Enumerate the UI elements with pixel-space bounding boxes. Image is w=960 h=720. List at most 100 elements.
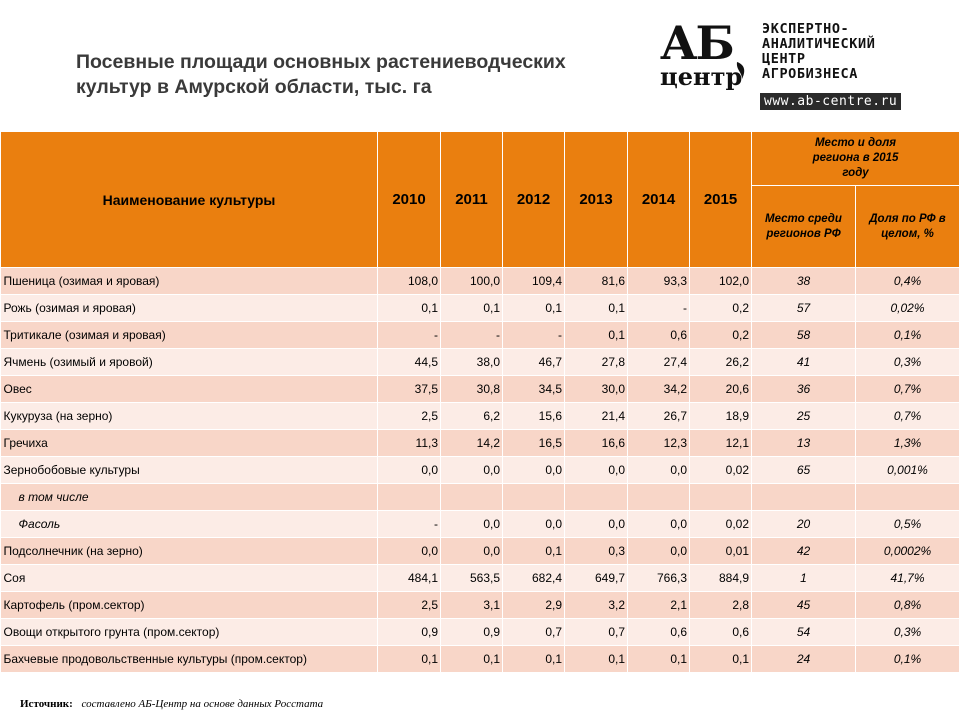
year-value-cell: 0,0 xyxy=(502,456,565,484)
header-region-group-label: Место и доля региона в 2015 году xyxy=(812,137,899,179)
rank-cell: 13 xyxy=(751,429,856,457)
table-row: Соя 484,1 563,5 682,4 649,7 766,3 884,9 1 41,7% xyxy=(0,564,960,592)
logo-line: ЦЕНТР xyxy=(762,51,806,67)
rank-cell: 25 xyxy=(751,402,856,430)
table-row: Гречиха 11,3 14,2 16,5 16,6 12,3 12,1 13 1,3% xyxy=(0,429,960,457)
logo-line: ЭКСПЕРТНО- xyxy=(762,21,850,37)
crop-name-cell: Зернобобовые культуры xyxy=(0,456,378,484)
year-value-cell: 0,0 xyxy=(564,510,628,538)
year-value-cell: 0,0 xyxy=(627,537,690,565)
table-row: Подсолнечник (на зерно) 0,0 0,0 0,1 0,3 0,0 0,… xyxy=(0,537,960,565)
crop-name-cell: Подсолнечник (на зерно) xyxy=(0,537,378,565)
year-value-cell: 3,1 xyxy=(440,591,503,619)
table-row: Кукуруза (на зерно) 2,5 6,2 15,6 21,4 26,7 18,… xyxy=(0,402,960,430)
year-value-cell: 0,02 xyxy=(689,456,752,484)
year-value-cell: 46,7 xyxy=(502,348,565,376)
year-value-cell: 26,7 xyxy=(627,402,690,430)
header-year: 2011 xyxy=(440,131,503,268)
table-row: Овощи открытого грунта (пром.сектор) 0,9 0… xyxy=(0,618,960,646)
year-value-cell: 20,6 xyxy=(689,375,752,403)
logo-mark: АБ центр xyxy=(656,16,752,102)
year-value-cell: 100,0 xyxy=(440,267,503,295)
crop-name-cell: Пшеница (озимая и яровая) xyxy=(0,267,378,295)
year-value-cell: 0,0 xyxy=(627,510,690,538)
year-value-cell: 0,1 xyxy=(440,645,503,673)
year-value-cell: - xyxy=(377,510,441,538)
table-row: в том числе xyxy=(0,483,960,511)
year-value-cell: 0,3 xyxy=(564,537,628,565)
year-value-cell: 21,4 xyxy=(564,402,628,430)
year-value-cell: 0,0 xyxy=(440,510,503,538)
rank-cell: 45 xyxy=(751,591,856,619)
year-value-cell: 884,9 xyxy=(689,564,752,592)
crop-name-cell: Овощи открытого грунта (пром.сектор) xyxy=(0,618,378,646)
year-value-cell: 563,5 xyxy=(440,564,503,592)
leaf-icon xyxy=(736,62,745,79)
year-value-cell: 2,1 xyxy=(627,591,690,619)
crop-name-cell: Тритикале (озимая и яровая) xyxy=(0,321,378,349)
year-value-cell: 16,5 xyxy=(502,429,565,457)
year-value-cell xyxy=(689,483,752,511)
year-value-cell: 0,1 xyxy=(564,321,628,349)
year-value-cell: 649,7 xyxy=(564,564,628,592)
year-value-cell: 93,3 xyxy=(627,267,690,295)
year-value-cell: 2,9 xyxy=(502,591,565,619)
crop-name-cell: Овес xyxy=(0,375,378,403)
rank-cell: 58 xyxy=(751,321,856,349)
year-value-cell: - xyxy=(627,294,690,322)
year-value-cell: 0,9 xyxy=(377,618,441,646)
rank-cell xyxy=(751,483,856,511)
year-value-cell: 0,1 xyxy=(502,645,565,673)
crop-name-cell: Кукуруза (на зерно) xyxy=(0,402,378,430)
crop-name-cell: Бахчевые продовольственные культуры (про… xyxy=(0,645,378,673)
year-value-cell: 37,5 xyxy=(377,375,441,403)
ab-centre-logo: АБ центр ЭКСПЕРТНО- АНАЛИТИЧЕСКИЙ ЦЕНТР … xyxy=(656,16,956,112)
year-value-cell: - xyxy=(377,321,441,349)
logo-mark-top: АБ xyxy=(660,16,735,70)
rank-cell: 54 xyxy=(751,618,856,646)
year-value-cell: 3,2 xyxy=(564,591,628,619)
table-body: Пшеница (озимая и яровая) 108,0 100,0 109,4… xyxy=(0,267,960,673)
year-value-cell: 0,1 xyxy=(564,294,628,322)
year-value-cell: 0,7 xyxy=(502,618,565,646)
year-value-cell: 0,1 xyxy=(377,645,441,673)
header-year: 2010 xyxy=(377,131,441,268)
year-value-cell: 0,0 xyxy=(564,456,628,484)
year-value-cell: 0,0 xyxy=(440,456,503,484)
logo-line: АНАЛИТИЧЕСКИЙ xyxy=(762,36,876,52)
year-value-cell: 0,2 xyxy=(689,294,752,322)
year-value-cell: 30,0 xyxy=(564,375,628,403)
year-value-cell: 38,0 xyxy=(440,348,503,376)
logo-mark-bottom: центр xyxy=(660,62,743,91)
crop-name-cell: Соя xyxy=(0,564,378,592)
table-row: Ячмень (озимый и яровой) 44,5 38,0 46,7 27,8… xyxy=(0,348,960,376)
logo-url: www.ab-centre.ru xyxy=(760,93,902,110)
year-value-cell: 0,6 xyxy=(627,321,690,349)
rank-cell: 42 xyxy=(751,537,856,565)
year-value-cell: 14,2 xyxy=(440,429,503,457)
year-value-cell: 34,2 xyxy=(627,375,690,403)
share-cell: 0,3% xyxy=(855,348,960,376)
source-note: Источник: составлено АБ-Центр на основе … xyxy=(20,698,323,710)
crop-name-cell: Фасоль xyxy=(0,510,378,538)
year-value-cell: 12,3 xyxy=(627,429,690,457)
rank-cell: 41 xyxy=(751,348,856,376)
year-value-cell: 102,0 xyxy=(689,267,752,295)
table-row: Картофель (пром.сектор) 2,5 3,1 2,9 3,2 2,1 2,… xyxy=(0,591,960,619)
year-value-cell: 0,1 xyxy=(627,645,690,673)
year-value-cell: 0,0 xyxy=(440,537,503,565)
header-crop-name: Наименование культуры xyxy=(0,131,378,268)
year-value-cell: 0,0 xyxy=(627,456,690,484)
header-year: 2012 xyxy=(502,131,565,268)
year-value-cell: 2,8 xyxy=(689,591,752,619)
crop-name-cell: Гречиха xyxy=(0,429,378,457)
rank-cell: 20 xyxy=(751,510,856,538)
header-share: Доля по РФ в целом, % xyxy=(854,185,960,268)
table-row: Овес 37,5 30,8 34,5 30,0 34,2 20,6 36 0,7% xyxy=(0,375,960,403)
table-row: Бахчевые продовольственные культуры (про… xyxy=(0,645,960,673)
year-value-cell: 6,2 xyxy=(440,402,503,430)
year-value-cell: 26,2 xyxy=(689,348,752,376)
year-value-cell: 0,0 xyxy=(377,456,441,484)
year-value-cell xyxy=(564,483,628,511)
share-cell: 0,02% xyxy=(855,294,960,322)
